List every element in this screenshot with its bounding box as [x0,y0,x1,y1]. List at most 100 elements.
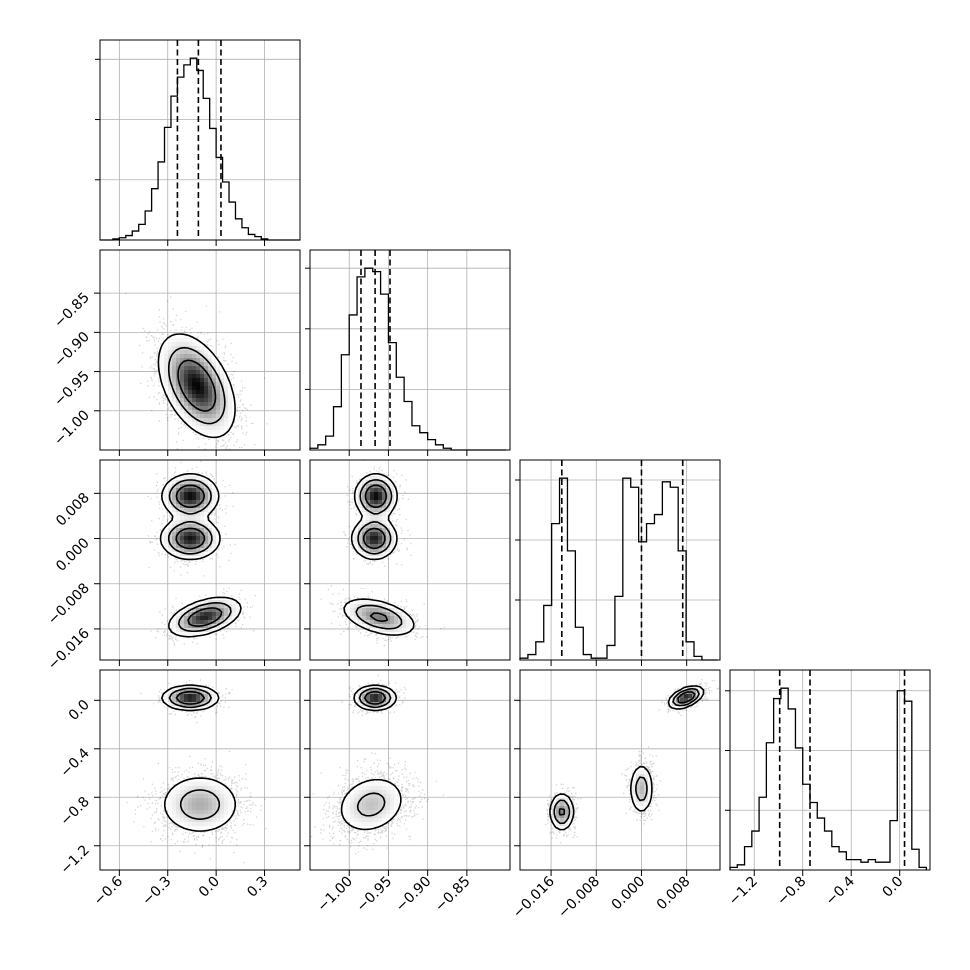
density-cell [386,694,391,699]
density-cell [204,492,209,497]
histogram-panel [95,39,301,241]
density-cell [204,616,209,621]
density-cell [164,350,169,355]
density-cell [644,778,649,783]
density-cell [176,484,181,489]
density-cell [378,702,383,707]
density-cell [188,374,193,379]
density-cell [386,548,391,553]
density-cell [374,484,379,489]
density-cell [176,624,181,629]
density-cell [168,504,173,509]
density-cell [180,822,185,827]
density-cell [196,492,201,497]
density-cell [216,794,221,799]
density-cell [220,422,225,427]
density-cell [180,532,185,537]
density-cell [362,508,367,513]
density-cell [212,394,217,399]
density-cell [192,786,197,791]
density-cell [386,540,391,545]
density-cell [220,394,225,399]
density-cell [196,422,201,427]
density-cell [370,536,375,541]
density-cell [212,628,217,633]
density-cell [196,488,201,493]
density-cell [636,774,641,779]
density-cell [362,512,367,517]
density-cell [180,386,185,391]
density-cell [370,500,375,505]
contour-line [363,690,387,705]
density-cell [648,782,653,787]
density-cell [358,532,363,537]
density-panel [99,249,301,451]
density-cell [568,806,573,811]
density-cell [394,798,399,803]
density-cell [362,500,367,505]
density-cell [196,632,201,637]
density-cell [172,536,177,541]
density-cell [354,620,359,625]
density-cell [204,552,209,557]
density-cell [204,406,209,411]
density-cell [204,798,209,803]
contour-line [549,685,705,831]
density-cell [358,608,363,613]
density-cell [556,810,561,815]
density-cell [220,370,225,375]
density-cell [176,346,181,351]
density-cell [168,508,173,513]
density-cell [552,798,557,803]
density-cell [168,350,173,355]
density-cell [378,552,383,557]
density-cell [386,512,391,517]
density-cell [212,430,217,435]
density-cell [200,706,205,711]
density-cell [378,608,383,613]
density-cell [390,806,395,811]
density-cell [192,410,197,415]
density-cell [164,366,169,371]
density-cell [164,496,169,501]
density-cell [176,354,181,359]
density-cell [188,540,193,545]
density-cell [224,410,229,415]
density-cell [374,802,379,807]
density-cell [676,690,681,695]
density-cell [184,548,189,553]
contour-line [340,684,402,831]
density-cell [184,818,189,823]
density-cell [208,406,213,411]
density-cell [168,338,173,343]
density-cell [374,612,379,617]
density-cell [220,426,225,431]
density-cell [382,496,387,501]
density-cell [196,354,201,359]
density-cell [192,496,197,501]
panel-frame [729,669,931,871]
density-cell [636,770,641,775]
density-cell [406,620,411,625]
density-cell [172,358,177,363]
density-cell [192,818,197,823]
density-cell [220,608,225,613]
density-cell [164,358,169,363]
density-cell [366,608,371,613]
density-cell [640,794,645,799]
density-cell [180,334,185,339]
density-cell [196,382,201,387]
density-cell [196,620,201,625]
density-cell [204,624,209,629]
density-cell [192,698,197,703]
density-cell [168,790,173,795]
density-cell [354,600,359,605]
density-cell [220,794,225,799]
density-cell [204,512,209,517]
density-cell [560,822,565,827]
density-cell [342,806,347,811]
density-cell [160,350,165,355]
density-cell [220,814,225,819]
density-cell [390,690,395,695]
density-cell [374,504,379,509]
